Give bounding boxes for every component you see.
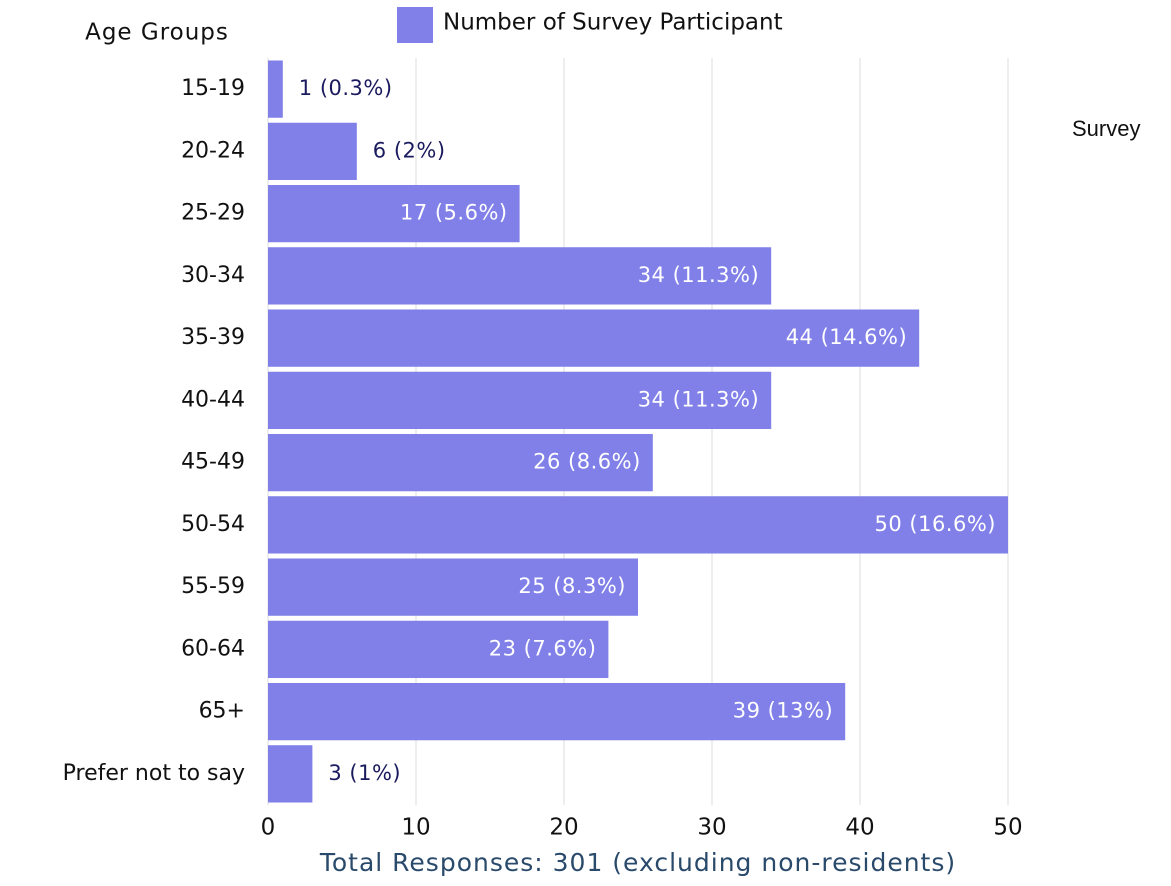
x-tick-label: 40: [845, 815, 874, 841]
x-tick-label: 10: [401, 815, 430, 841]
bar: [268, 558, 638, 616]
data-label: 34 (11.3%): [638, 263, 760, 287]
data-label: 44 (14.6%): [786, 325, 908, 349]
x-tick-label: 30: [697, 815, 726, 841]
y-tick-label: 35-39: [181, 325, 245, 350]
y-axis-label: Age Groups: [85, 20, 229, 46]
y-tick-label: 25-29: [181, 201, 245, 226]
annotation: Survey: [1072, 116, 1140, 141]
bars: [268, 60, 1008, 803]
data-label: 6 (2%): [373, 138, 446, 162]
y-tick-label: 15-19: [181, 76, 245, 101]
data-label: 17 (5.6%): [400, 201, 508, 225]
data-label: 39 (13%): [733, 699, 833, 723]
y-tick-label: 60-64: [181, 636, 245, 661]
data-label: 34 (11.3%): [638, 387, 760, 411]
y-tick-label: 45-49: [181, 450, 245, 475]
bar: [268, 309, 920, 367]
bar: [268, 184, 520, 243]
y-tick-label: 30-34: [181, 263, 245, 288]
data-label: 25 (8.3%): [518, 574, 626, 598]
y-tick-label: Prefer not to say: [63, 761, 245, 786]
bar: [268, 745, 313, 803]
data-label: 1 (0.3%): [299, 76, 393, 100]
y-tick-label: 55-59: [181, 574, 245, 599]
bar: [268, 247, 772, 305]
data-label: 3 (1%): [328, 761, 401, 785]
x-axis-label: Total Responses: 301 (excluding non-resi…: [319, 848, 956, 877]
data-label: 26 (8.6%): [533, 450, 641, 474]
bar: [268, 682, 846, 741]
bar: [268, 496, 1008, 554]
x-tick-label: 20: [549, 815, 578, 841]
data-label: 50 (16.6%): [875, 512, 997, 536]
x-tick-label: 0: [261, 815, 276, 841]
bar: [268, 60, 283, 118]
grid: [267, 58, 1009, 805]
bar: [268, 620, 609, 679]
bar: [268, 122, 357, 181]
y-tick-label: 40-44: [181, 387, 245, 412]
bar: [268, 371, 772, 430]
y-tick-label: 50-54: [181, 512, 245, 537]
legend-swatch: [397, 7, 433, 43]
bar: [268, 433, 653, 492]
y-tick-label: 65+: [199, 699, 245, 724]
legend-label: Number of Survey Participant: [443, 10, 783, 36]
data-label: 23 (7.6%): [489, 636, 597, 660]
y-tick-label: 20-24: [181, 138, 245, 163]
x-tick-label: 50: [993, 815, 1022, 841]
